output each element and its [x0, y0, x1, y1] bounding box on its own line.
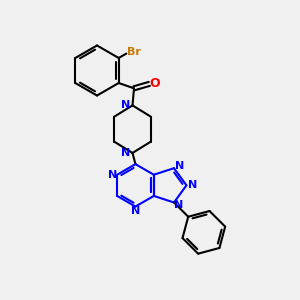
Text: N: N [174, 200, 183, 210]
Text: Br: Br [127, 47, 141, 57]
Text: O: O [149, 77, 160, 90]
Text: N: N [122, 148, 131, 158]
Text: N: N [108, 170, 117, 180]
Text: N: N [131, 206, 140, 216]
Text: N: N [122, 100, 131, 110]
Text: N: N [175, 161, 184, 171]
Text: N: N [188, 180, 197, 190]
